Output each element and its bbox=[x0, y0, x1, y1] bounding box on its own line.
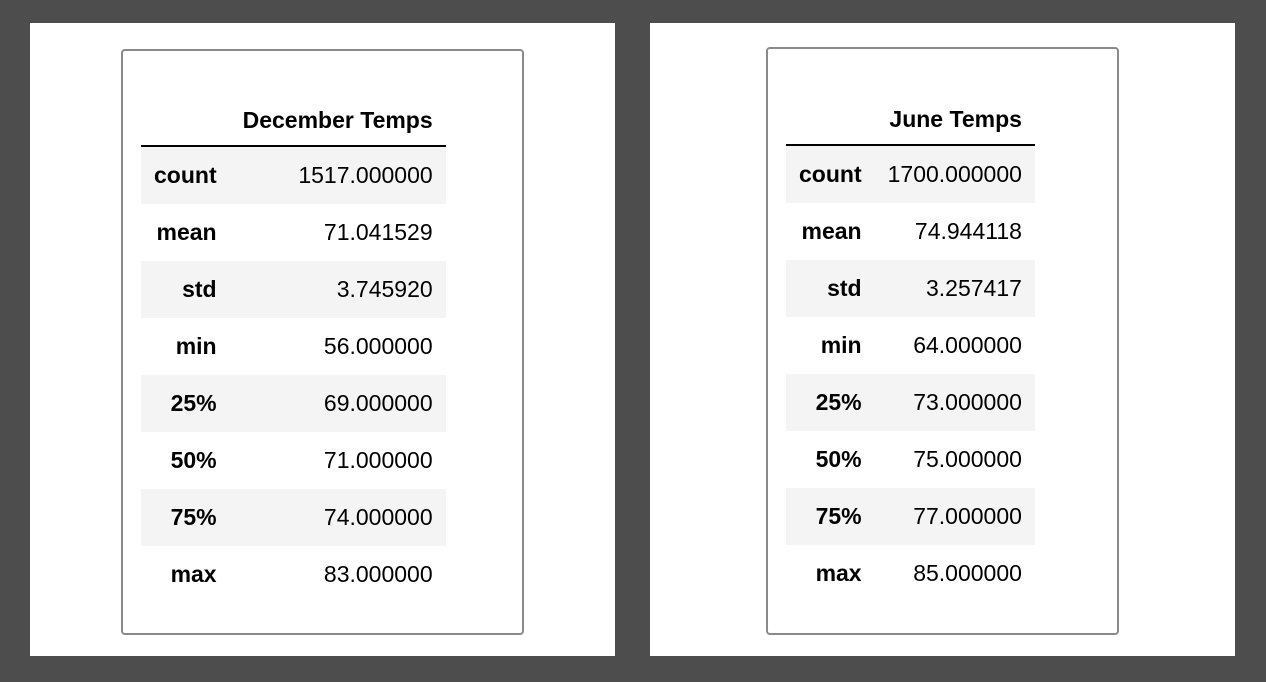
row-label: std bbox=[182, 276, 217, 302]
index-header-cell bbox=[141, 95, 230, 147]
table-row: count 1517.000000 bbox=[141, 146, 446, 204]
table-row: std 3.745920 bbox=[141, 261, 446, 318]
table-row: 50% 75.000000 bbox=[786, 431, 1035, 488]
table-row: max 85.000000 bbox=[786, 545, 1035, 602]
row-label: 25% bbox=[170, 390, 217, 416]
table-header-row: December Temps bbox=[141, 95, 446, 147]
table-row: 25% 69.000000 bbox=[141, 375, 446, 432]
december-stats-table: December Temps count 1517.000000 mean 71… bbox=[141, 95, 446, 603]
row-label: mean bbox=[801, 218, 862, 244]
column-header: December Temps bbox=[229, 95, 446, 147]
june-table-frame: June Temps count 1700.000000 mean 74.944… bbox=[766, 47, 1119, 635]
row-value: 1517.000000 bbox=[298, 162, 433, 188]
row-label: max bbox=[170, 561, 217, 587]
row-label: 50% bbox=[170, 447, 217, 473]
table-row: count 1700.000000 bbox=[786, 145, 1035, 203]
row-label: 50% bbox=[815, 446, 862, 472]
december-table-frame: December Temps count 1517.000000 mean 71… bbox=[121, 49, 524, 635]
row-value: 73.000000 bbox=[913, 389, 1022, 415]
table-row: mean 71.041529 bbox=[141, 204, 446, 261]
row-label: 25% bbox=[815, 389, 862, 415]
column-header: June Temps bbox=[874, 94, 1035, 146]
table-row: 75% 74.000000 bbox=[141, 489, 446, 546]
row-label: 75% bbox=[815, 503, 862, 529]
row-value: 77.000000 bbox=[913, 503, 1022, 529]
june-stats-table: June Temps count 1700.000000 mean 74.944… bbox=[786, 94, 1035, 602]
table-row: 25% 73.000000 bbox=[786, 374, 1035, 431]
december-panel: December Temps count 1517.000000 mean 71… bbox=[30, 23, 615, 656]
table-row: mean 74.944118 bbox=[786, 203, 1035, 260]
table-row: 50% 71.000000 bbox=[141, 432, 446, 489]
row-label: mean bbox=[156, 219, 217, 245]
table-row: std 3.257417 bbox=[786, 260, 1035, 317]
row-label: count bbox=[799, 161, 862, 187]
table-row: max 83.000000 bbox=[141, 546, 446, 603]
index-header-cell bbox=[786, 94, 875, 146]
row-label: min bbox=[175, 333, 217, 359]
row-value: 83.000000 bbox=[323, 561, 433, 587]
row-label: min bbox=[820, 332, 862, 358]
row-label: max bbox=[815, 560, 862, 586]
row-value: 74.944118 bbox=[914, 218, 1022, 244]
row-label: std bbox=[827, 275, 862, 301]
table-row: 75% 77.000000 bbox=[786, 488, 1035, 545]
row-value: 71.000000 bbox=[323, 447, 433, 473]
june-panel: June Temps count 1700.000000 mean 74.944… bbox=[650, 23, 1235, 656]
row-value: 1700.000000 bbox=[887, 161, 1022, 187]
row-value: 85.000000 bbox=[913, 560, 1022, 586]
row-value: 75.000000 bbox=[913, 446, 1022, 472]
row-value: 56.000000 bbox=[323, 333, 433, 359]
row-value: 3.745920 bbox=[336, 276, 433, 302]
row-label: count bbox=[154, 162, 217, 188]
row-label: 75% bbox=[170, 504, 217, 530]
row-value: 3.257417 bbox=[925, 275, 1022, 301]
row-value: 71.041529 bbox=[323, 219, 433, 245]
row-value: 69.000000 bbox=[323, 390, 433, 416]
row-value: 64.000000 bbox=[913, 332, 1022, 358]
table-row: min 56.000000 bbox=[141, 318, 446, 375]
table-row: min 64.000000 bbox=[786, 317, 1035, 374]
row-value: 74.000000 bbox=[323, 504, 433, 530]
table-header-row: June Temps bbox=[786, 94, 1035, 146]
